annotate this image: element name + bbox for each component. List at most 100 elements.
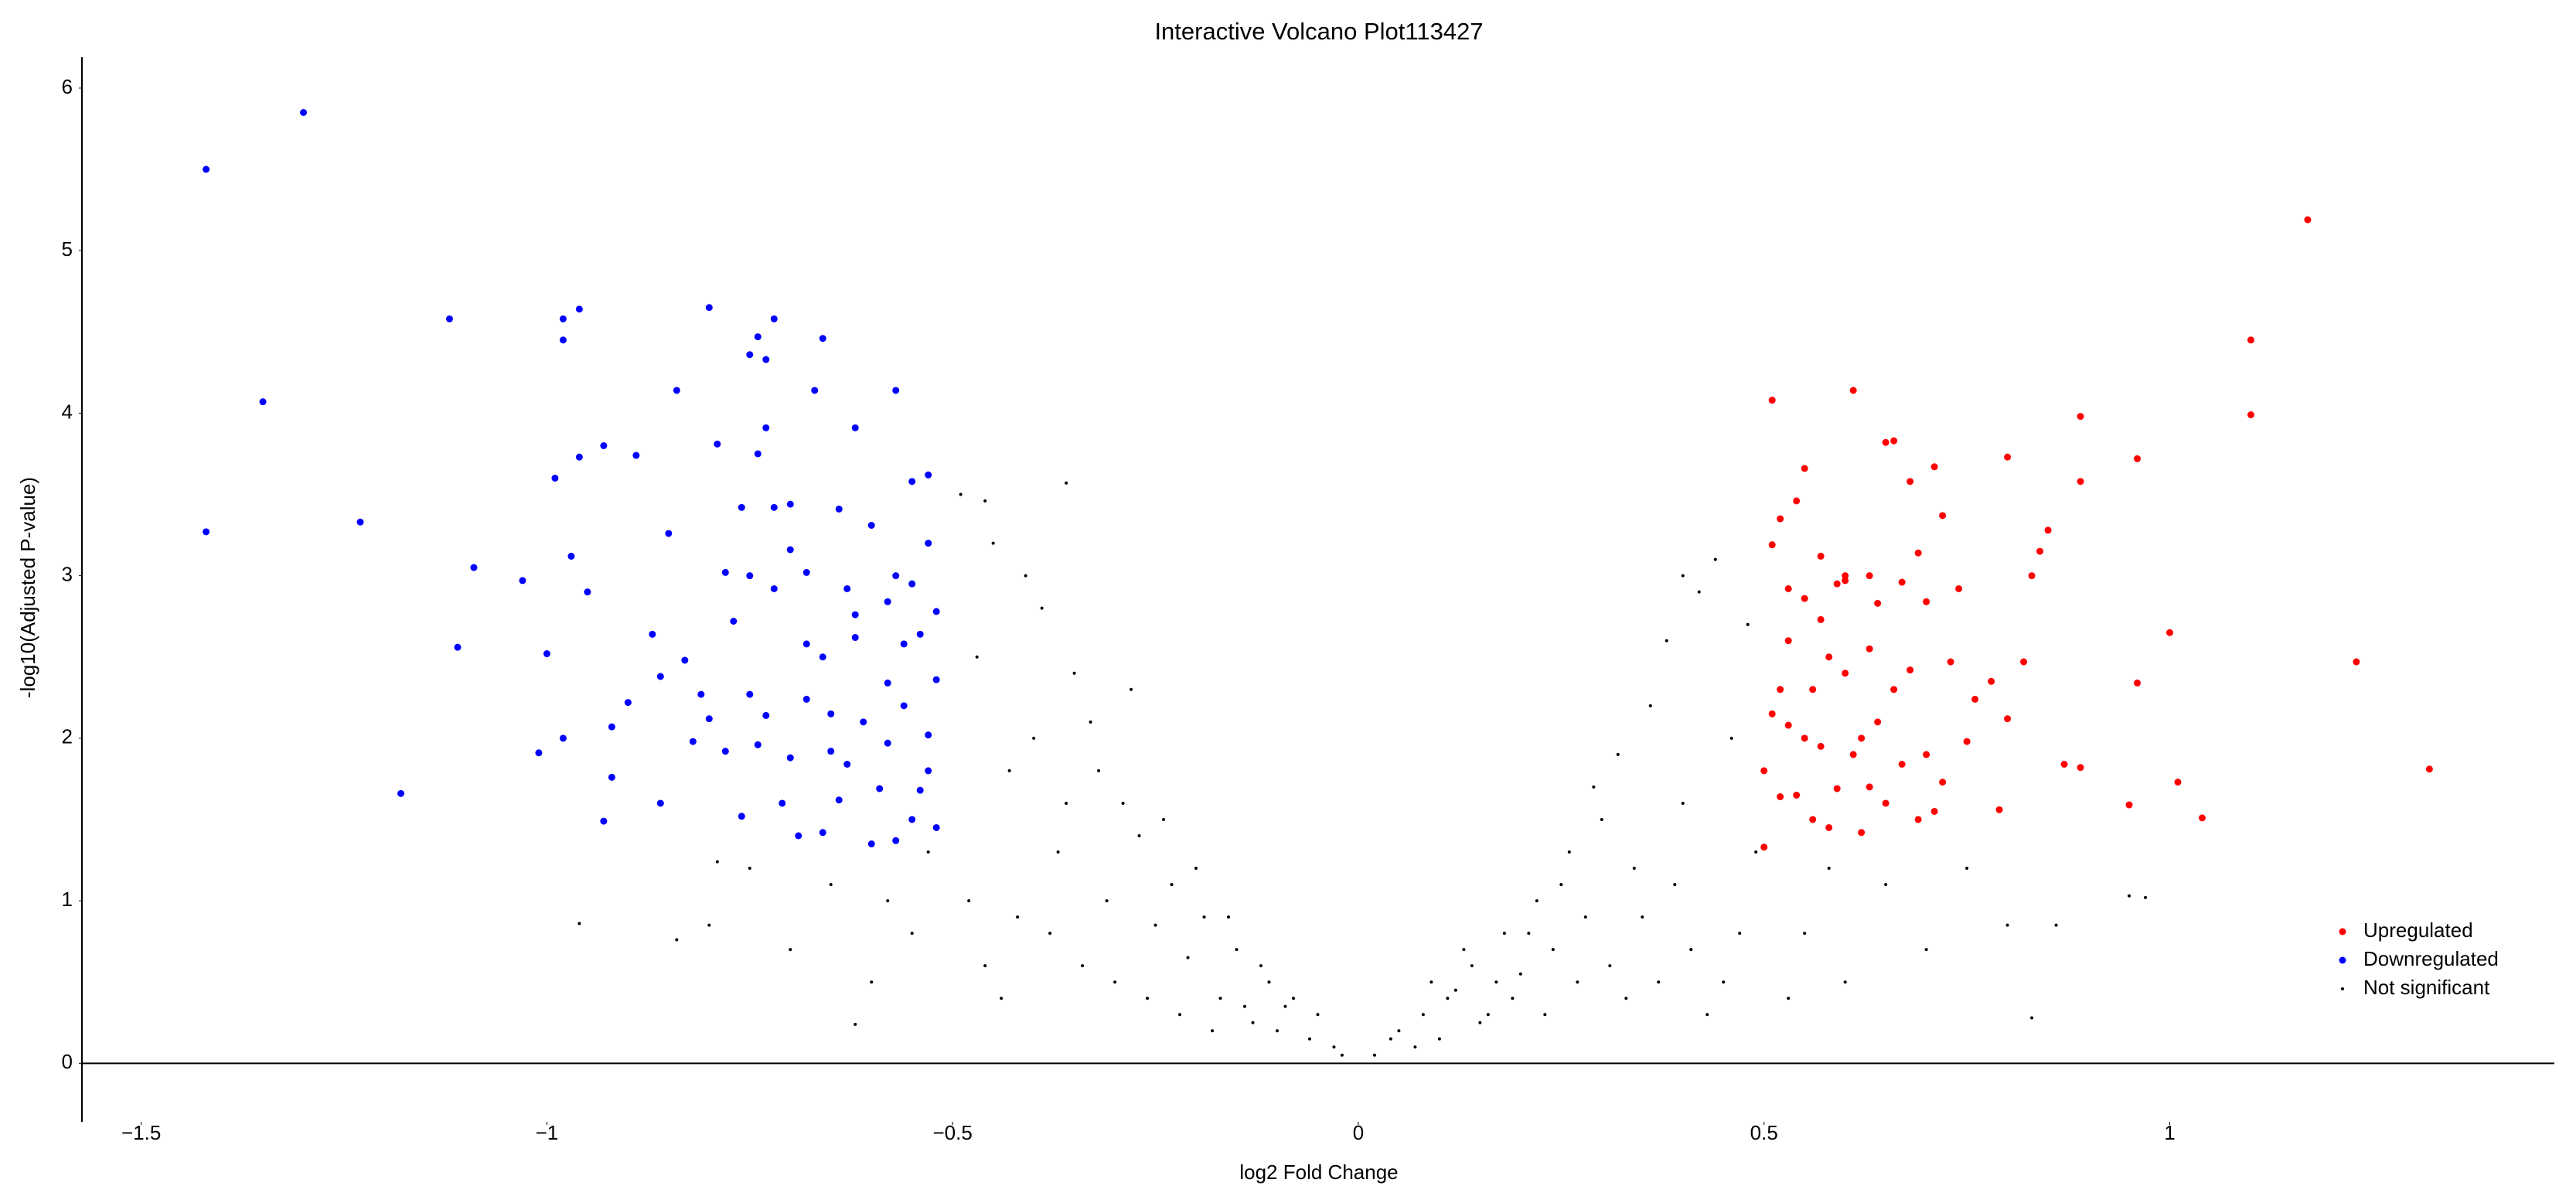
point bbox=[892, 572, 900, 580]
point bbox=[1648, 704, 1652, 707]
point bbox=[1722, 980, 1726, 984]
point bbox=[1543, 1013, 1547, 1017]
point bbox=[2004, 453, 2012, 461]
point bbox=[721, 748, 729, 755]
point bbox=[827, 710, 835, 717]
y-tick-label: 4 bbox=[62, 400, 73, 423]
point bbox=[1827, 867, 1831, 871]
point bbox=[843, 584, 851, 592]
point bbox=[2425, 765, 2433, 773]
point bbox=[584, 588, 591, 596]
point bbox=[1446, 997, 1450, 1000]
point bbox=[2134, 455, 2142, 462]
point bbox=[2036, 547, 2044, 555]
point bbox=[1768, 710, 1776, 717]
point bbox=[779, 799, 786, 807]
point bbox=[886, 899, 890, 903]
point bbox=[1186, 956, 1190, 959]
point bbox=[802, 695, 810, 703]
point bbox=[1923, 598, 1930, 605]
point bbox=[697, 690, 705, 698]
y-tick-label: 3 bbox=[62, 563, 73, 586]
point bbox=[786, 500, 794, 508]
point bbox=[575, 305, 583, 313]
point bbox=[925, 540, 932, 547]
point bbox=[1849, 751, 1857, 758]
point bbox=[802, 640, 810, 648]
point bbox=[2174, 779, 2182, 786]
point bbox=[1939, 512, 1947, 520]
point bbox=[1551, 948, 1555, 952]
point bbox=[1583, 915, 1587, 919]
point bbox=[1801, 595, 1808, 602]
point bbox=[1803, 932, 1807, 935]
point bbox=[819, 653, 826, 661]
point bbox=[1227, 915, 1231, 919]
point bbox=[2077, 764, 2084, 772]
point bbox=[900, 702, 908, 710]
point bbox=[983, 964, 987, 968]
point bbox=[1283, 1004, 1287, 1008]
point bbox=[1884, 883, 1888, 887]
point bbox=[559, 734, 567, 742]
point bbox=[1995, 806, 2003, 813]
point bbox=[1397, 1029, 1401, 1033]
point bbox=[608, 773, 615, 781]
point bbox=[1825, 653, 1833, 661]
point bbox=[1389, 1037, 1392, 1041]
point bbox=[1641, 915, 1644, 919]
point bbox=[1592, 785, 1596, 789]
point bbox=[1056, 850, 1060, 854]
point bbox=[1040, 606, 1044, 610]
point bbox=[1890, 437, 1898, 445]
point bbox=[1657, 980, 1661, 984]
point bbox=[1243, 1004, 1247, 1008]
point bbox=[1065, 801, 1068, 805]
point bbox=[203, 165, 210, 173]
point bbox=[1971, 695, 1979, 703]
point bbox=[925, 731, 932, 739]
point bbox=[1746, 622, 1750, 626]
point bbox=[1754, 850, 1758, 854]
point bbox=[1024, 574, 1027, 578]
y-tick-label: 0 bbox=[62, 1050, 73, 1073]
point bbox=[843, 760, 851, 768]
point bbox=[1784, 584, 1792, 592]
point bbox=[770, 584, 778, 592]
point bbox=[1316, 1013, 1320, 1017]
point bbox=[1665, 639, 1668, 642]
point bbox=[1817, 742, 1825, 750]
point bbox=[2077, 413, 2084, 421]
point bbox=[925, 767, 932, 775]
point bbox=[1906, 478, 1914, 486]
point bbox=[673, 387, 680, 394]
point bbox=[884, 739, 891, 747]
point bbox=[754, 450, 762, 458]
point bbox=[1842, 670, 1849, 677]
point bbox=[1988, 677, 1995, 685]
point bbox=[259, 398, 267, 406]
point bbox=[1600, 817, 1603, 821]
point bbox=[770, 503, 778, 511]
point bbox=[551, 474, 559, 482]
point bbox=[819, 829, 826, 837]
point bbox=[1866, 645, 1873, 653]
point bbox=[649, 630, 656, 638]
legend-marker bbox=[2341, 987, 2344, 990]
point bbox=[1291, 997, 1295, 1000]
point bbox=[632, 452, 640, 459]
point bbox=[746, 351, 754, 359]
point bbox=[1768, 397, 1776, 404]
point bbox=[454, 643, 462, 651]
point bbox=[1275, 1029, 1279, 1033]
point bbox=[932, 823, 940, 831]
point bbox=[1697, 590, 1701, 594]
x-tick-label: 0 bbox=[1353, 1121, 1364, 1144]
point bbox=[730, 617, 738, 625]
legend-marker bbox=[2339, 928, 2346, 935]
point bbox=[819, 335, 826, 342]
point bbox=[1178, 1013, 1182, 1017]
point bbox=[1842, 572, 1849, 580]
point bbox=[835, 796, 843, 804]
